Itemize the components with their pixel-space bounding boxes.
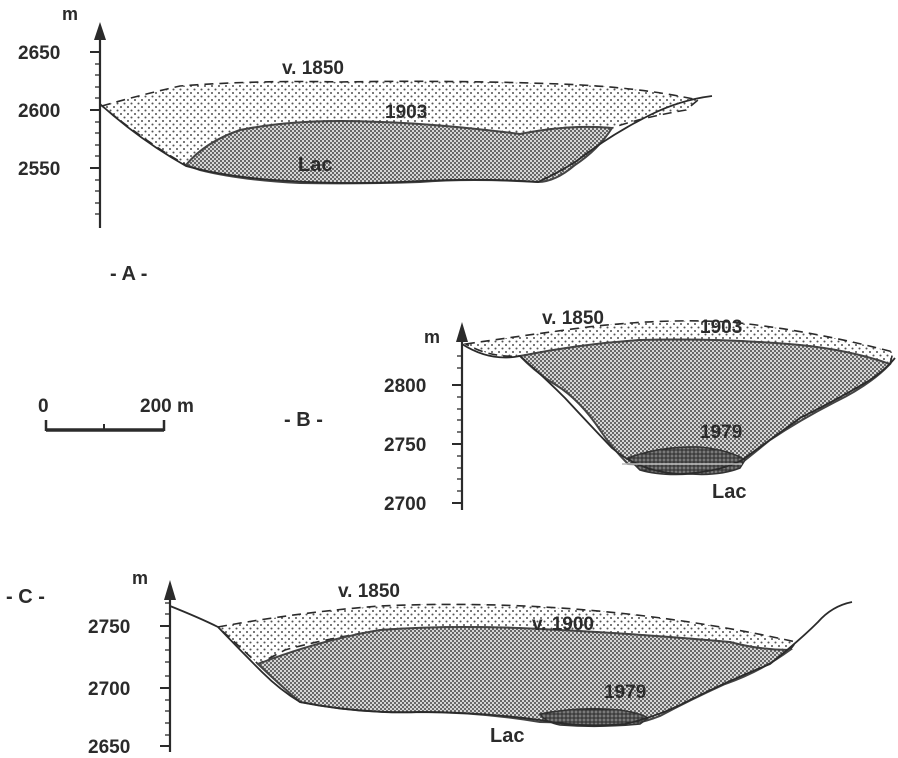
profile-a-tick-2550: 2550	[18, 159, 60, 180]
profile-b-tick-2700: 2700	[384, 494, 426, 515]
profile-a-axis: m 2650 2600 2550	[18, 4, 106, 228]
profile-b-bedrock	[461, 343, 896, 475]
profile-b-tick-2800: 2800	[384, 376, 426, 397]
profile-c-axis: m 2750 2700 2650	[88, 568, 176, 758]
profile-a: m 2650 2600 2550 v. 1850 1903 Lac - A -	[18, 4, 713, 285]
scale-bar-start-label: 0	[38, 396, 49, 417]
profile-b-lake-label: Lac	[712, 481, 746, 503]
profile-a-year-1850: v. 1850	[282, 58, 344, 79]
profile-a-year-1903: 1903	[385, 102, 427, 123]
profile-a-tick-2650: 2650	[18, 43, 60, 64]
profile-b-unit: m	[424, 327, 440, 347]
profile-b-year-1979: 1979	[700, 422, 742, 443]
profile-c-year-1900: v. 1900	[532, 614, 594, 635]
profile-b-tick-2750: 2750	[384, 435, 426, 456]
profile-c-lake-label: Lac	[490, 725, 524, 747]
profile-a-lake-label: Lac	[298, 154, 332, 176]
profile-c-bedrock	[169, 601, 853, 727]
profile-b-panel-label: - B -	[284, 409, 323, 431]
profile-b-year-1903: 1903	[700, 317, 742, 338]
profile-c: m 2750 2700 2650 v. 1850 v. 1900 1979 La…	[6, 568, 853, 758]
profile-c-ice-1900	[256, 626, 794, 726]
scale-bar-end-label: 200 m	[140, 396, 194, 417]
profile-b-lake-1979	[626, 446, 747, 476]
profile-b-year-1850: v. 1850	[542, 308, 604, 329]
profile-b: m 2800 2750 2700 v. 1850 1903 1979 Lac -…	[284, 308, 896, 515]
profile-c-tick-2650: 2650	[88, 737, 130, 758]
profile-c-panel-label: - C -	[6, 586, 45, 608]
profile-c-year-1850: v. 1850	[338, 581, 400, 602]
profile-a-unit: m	[62, 4, 78, 24]
scale-bar: 0 200 m	[38, 396, 194, 432]
profile-a-tick-2600: 2600	[18, 101, 60, 122]
profile-a-ice-1903	[184, 120, 614, 185]
profile-c-year-1979: 1979	[604, 682, 646, 703]
profile-a-bedrock	[99, 95, 713, 184]
profile-c-tick-2750: 2750	[88, 617, 130, 638]
profile-b-ice-1903	[518, 338, 892, 470]
profile-c-tick-2700: 2700	[88, 679, 130, 700]
profile-b-axis: m 2800 2750 2700	[384, 322, 468, 515]
profile-a-panel-label: - A -	[110, 263, 147, 285]
profile-c-lake-1979	[538, 707, 650, 728]
profile-c-unit: m	[132, 568, 148, 588]
